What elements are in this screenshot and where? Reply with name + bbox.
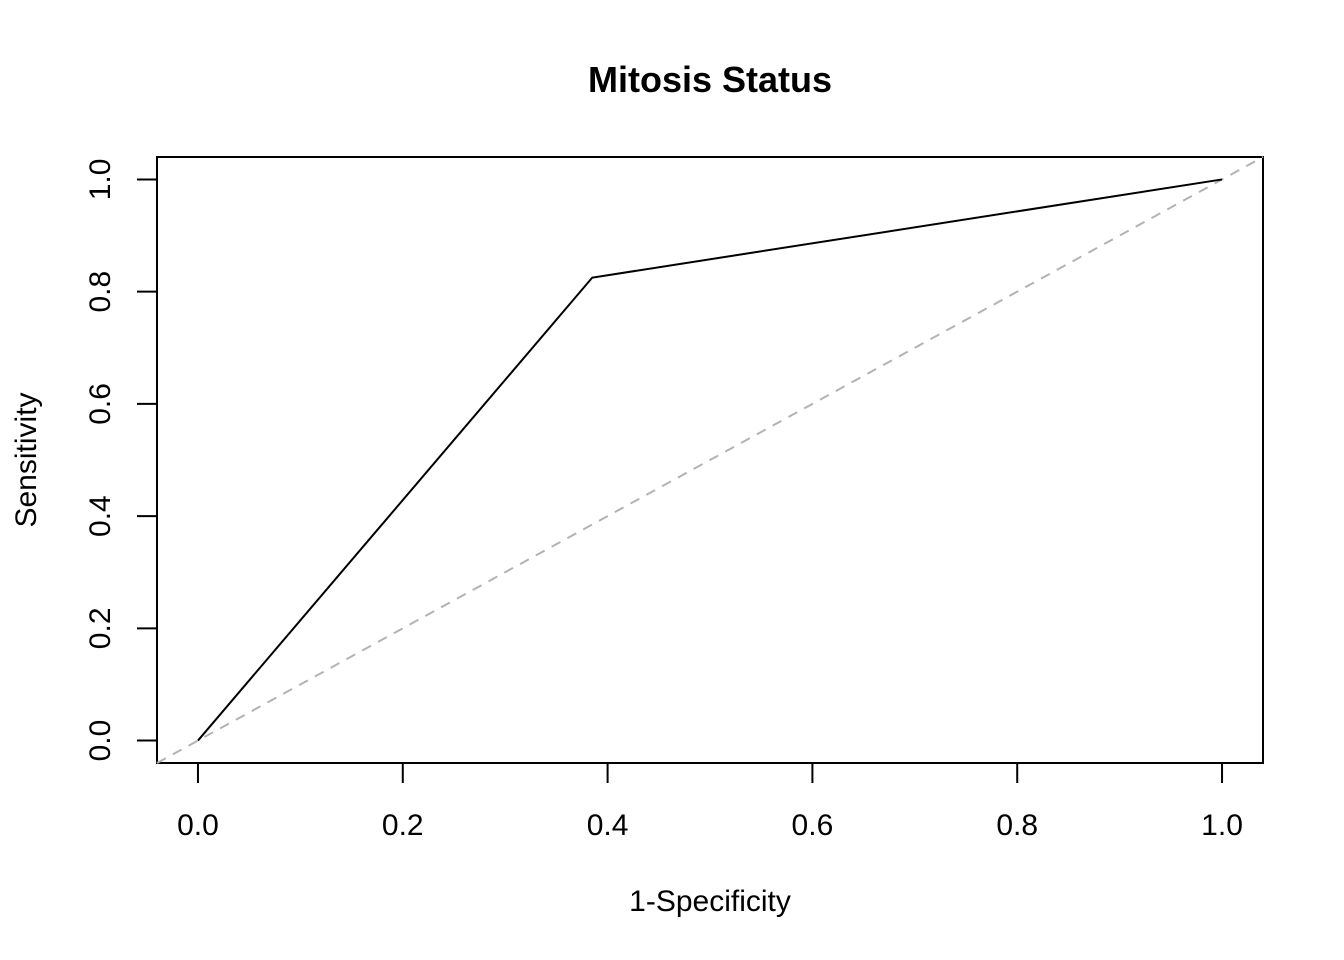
y-tick-label: 0.2 — [84, 607, 117, 649]
y-axis: 0.0 0.2 0.4 0.6 0.8 1.0 — [84, 159, 157, 762]
chart-title: Mitosis Status — [588, 59, 832, 100]
y-tick-label: 1.0 — [84, 159, 117, 201]
x-tick-label: 0.4 — [587, 809, 629, 842]
reference-layer — [156, 156, 1264, 764]
x-tick-label: 0.8 — [996, 809, 1038, 842]
y-axis-label: Sensitivity — [10, 392, 43, 527]
series-layer — [197, 178, 1223, 742]
x-tick-label: 1.0 — [1201, 809, 1243, 842]
y-tick-label: 0.0 — [84, 720, 117, 762]
roc-curve-line — [197, 178, 1223, 742]
y-tick-label: 0.4 — [84, 495, 117, 537]
x-axis-label: 1-Specificity — [629, 885, 791, 918]
plot-frame — [156, 156, 1264, 764]
x-axis: 0.0 0.2 0.4 0.6 0.8 1.0 — [177, 763, 1243, 842]
x-tick-label: 0.2 — [382, 809, 424, 842]
y-tick-label: 0.6 — [84, 383, 117, 425]
y-tick-label: 0.8 — [84, 271, 117, 313]
x-tick-label: 0.6 — [792, 809, 834, 842]
x-tick-label: 0.0 — [177, 809, 219, 842]
reference-diagonal-line — [156, 156, 1264, 764]
